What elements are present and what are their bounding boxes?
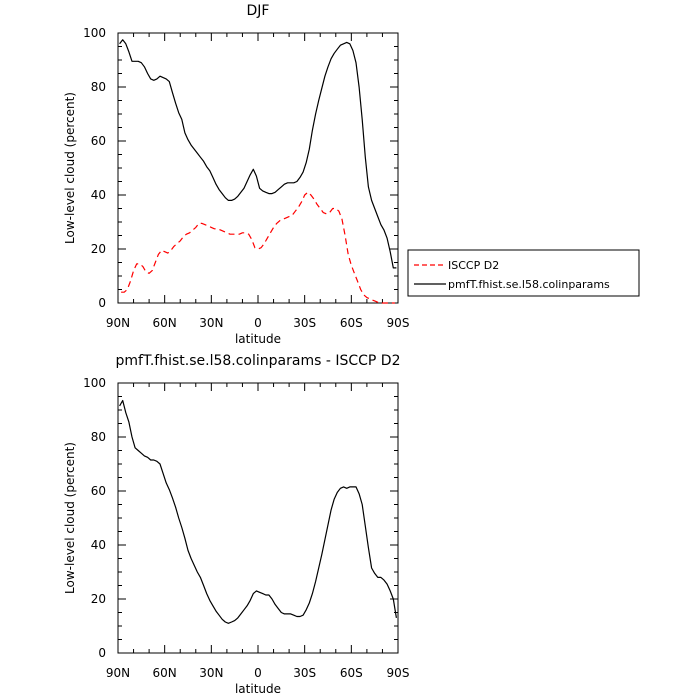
chart-title: pmfT.fhist.se.l58.colinparams - ISCCP D2 <box>116 353 401 369</box>
series-line-isccp-d2 <box>121 191 395 304</box>
legend-label: pmfT.fhist.se.l58.colinparams <box>448 278 610 291</box>
y-tick-label: 20 <box>91 592 106 606</box>
y-tick-label: 40 <box>91 188 106 202</box>
x-tick-label: 0 <box>254 316 262 330</box>
x-axis-label: latitude <box>235 682 281 696</box>
x-tick-label: 90N <box>106 316 130 330</box>
y-tick-label: 100 <box>83 26 106 40</box>
x-axis-label: latitude <box>235 332 281 346</box>
x-tick-label: 90N <box>106 666 130 680</box>
x-tick-label: 60N <box>153 316 177 330</box>
x-tick-label: 30S <box>293 316 316 330</box>
x-tick-label: 60N <box>153 666 177 680</box>
y-axis-label: Low-level cloud (percent) <box>63 92 77 244</box>
y-axis-label: Low-level cloud (percent) <box>63 442 77 594</box>
y-tick-label: 0 <box>98 646 106 660</box>
series-line-model <box>119 39 397 269</box>
x-tick-label: 30S <box>293 666 316 680</box>
plot-frame <box>117 382 399 654</box>
x-tick-label: 0 <box>254 666 262 680</box>
x-tick-label: 30N <box>199 666 223 680</box>
x-tick-label: 60S <box>340 666 363 680</box>
plot-frame <box>117 32 399 304</box>
x-tick-label: 90S <box>387 666 410 680</box>
y-tick-label: 0 <box>98 296 106 310</box>
y-tick-label: 40 <box>91 538 106 552</box>
series-line-model <box>119 399 397 624</box>
y-tick-label: 20 <box>91 242 106 256</box>
chart-title: DJF <box>247 3 270 19</box>
y-tick-label: 100 <box>83 376 106 390</box>
legend-box <box>407 249 640 297</box>
plot-panel-2: pmfT.fhist.se.l58.colinparams - ISCCP D2… <box>63 353 409 696</box>
y-tick-label: 60 <box>91 134 106 148</box>
y-tick-label: 80 <box>91 430 106 444</box>
y-tick-label: 60 <box>91 484 106 498</box>
legend: ISCCP D2 pmfT.fhist.se.l58.colinparams <box>407 249 640 297</box>
plot-panel-1: DJF 0 20 40 60 80 100 90N 60N 30N 0 30S 60S 90S latitu… <box>63 3 640 346</box>
y-tick-label: 80 <box>91 80 106 94</box>
legend-label: ISCCP D2 <box>448 259 499 272</box>
x-tick-label: 60S <box>340 316 363 330</box>
x-tick-label: 90S <box>387 316 410 330</box>
x-tick-label: 30N <box>199 316 223 330</box>
